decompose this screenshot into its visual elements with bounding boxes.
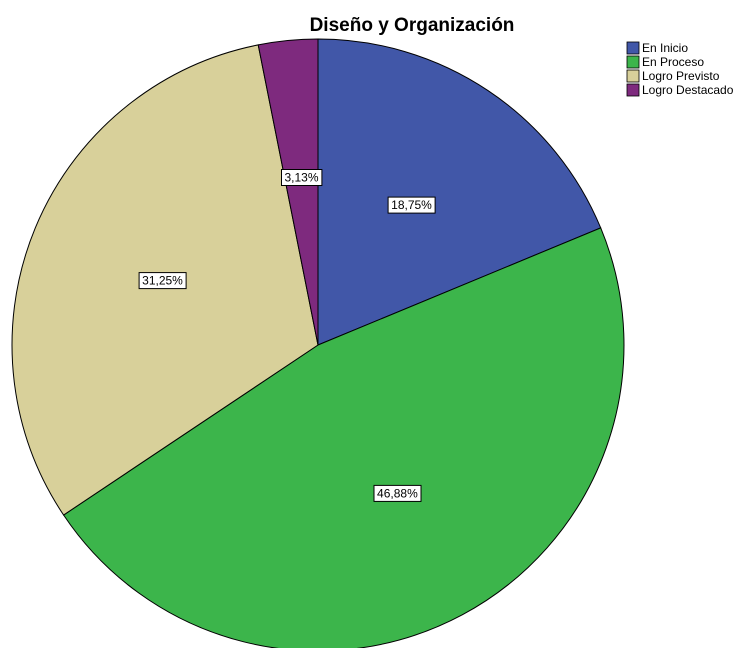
legend-swatch: [626, 83, 640, 97]
data-label-box: [281, 169, 323, 186]
data-label-box: [138, 272, 187, 290]
data-label-text: 31,25%: [142, 274, 183, 288]
legend-item-logro-destacado: Logro Destacado: [626, 83, 734, 97]
legend-item-en-inicio: En Inicio: [626, 41, 688, 55]
pie-slice-logro-destacado: [257, 38, 319, 346]
legend-swatch: [626, 55, 640, 69]
legend-swatch: [626, 41, 640, 55]
legend-swatch: [626, 69, 640, 83]
data-label-logro-destacado: 3,13%: [281, 169, 323, 186]
data-label-en-inicio: 18,75%: [387, 196, 436, 214]
legend-label: Logro Destacado: [642, 83, 734, 97]
legend-item-logro-previsto: Logro Previsto: [626, 69, 720, 83]
data-label-text: 46,88%: [377, 486, 418, 500]
legend-item-en-proceso: En Proceso: [626, 55, 704, 69]
data-label-text: 18,75%: [391, 198, 432, 212]
data-label-en-proceso: 46,88%: [373, 484, 422, 502]
data-label-box: [373, 484, 422, 502]
legend-label: Logro Previsto: [642, 69, 720, 83]
pie-slice-en-inicio: [317, 38, 602, 346]
data-label-text: 3,13%: [284, 171, 318, 185]
data-label-logro-previsto: 31,25%: [138, 272, 187, 290]
data-label-box: [387, 196, 436, 214]
pie-slices: [11, 38, 625, 648]
legend-label: En Inicio: [642, 41, 688, 55]
pie-data-labels: 18,75% 46,88% 31,25% 3,13%: [138, 169, 436, 502]
chart-title: Diseño y Organización: [310, 15, 515, 36]
legend-label: En Proceso: [642, 55, 704, 69]
pie-slice-en-proceso: [62, 227, 625, 648]
